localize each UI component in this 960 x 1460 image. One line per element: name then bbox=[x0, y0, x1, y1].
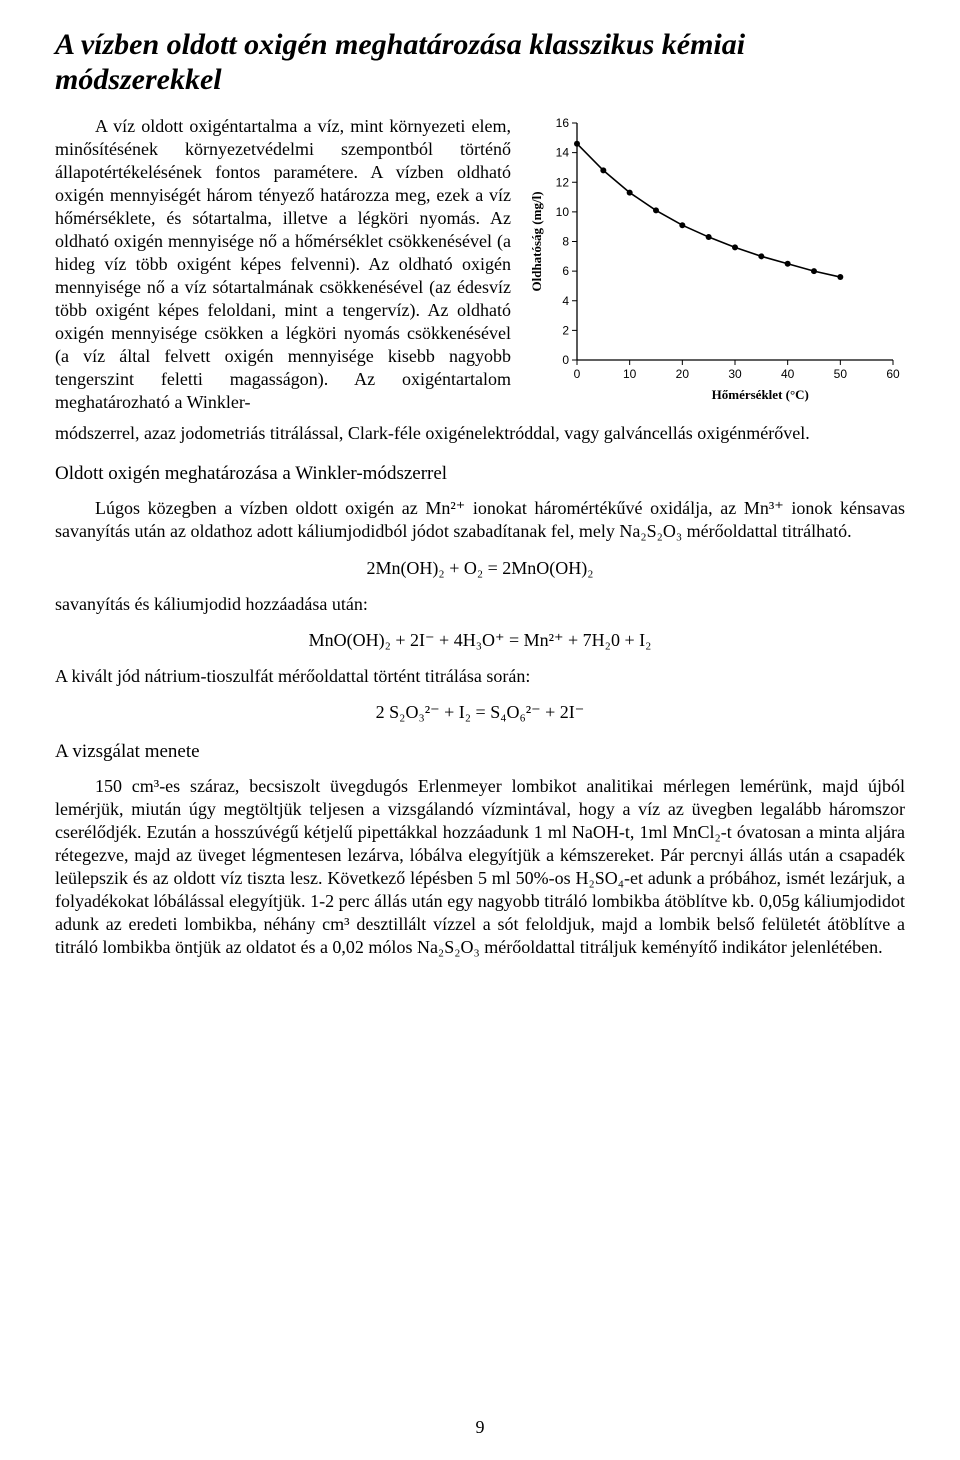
before-eq2: savanyítás és káliumjodid hozzáadása utá… bbox=[55, 593, 905, 616]
svg-text:2: 2 bbox=[562, 323, 569, 337]
page-number: 9 bbox=[0, 1417, 960, 1438]
page: A vízben oldott oxigén meghatározása kla… bbox=[0, 0, 960, 1460]
procedure-heading: A vizsgálat menete bbox=[55, 741, 905, 763]
svg-text:50: 50 bbox=[834, 367, 848, 381]
equation-2: MnO(OH)₂ + 2I⁻ + 4H₃O⁺ = Mn²⁺ + 7H₂0 + I… bbox=[55, 630, 905, 651]
solubility-chart: 0 10 20 30 40 50 60 0 2 4 6 8 10 12 14 16 Hőmérséklet (°… bbox=[525, 115, 905, 405]
svg-text:14: 14 bbox=[556, 146, 570, 160]
intro-block: 0 10 20 30 40 50 60 0 2 4 6 8 10 12 14 16 Hőmérséklet (°… bbox=[55, 115, 905, 422]
intro-rest: három tényező határozza meg, ezek a víz … bbox=[55, 185, 511, 412]
procedure-paragraph: 150 cm³-es száraz, becsiszolt üvegdugós … bbox=[55, 775, 905, 959]
svg-text:16: 16 bbox=[556, 116, 570, 130]
page-title: A vízben oldott oxigén meghatározása kla… bbox=[55, 28, 905, 97]
svg-text:4: 4 bbox=[562, 294, 569, 308]
svg-text:20: 20 bbox=[676, 367, 690, 381]
svg-text:Hőmérséklet (°C): Hőmérséklet (°C) bbox=[712, 387, 809, 402]
before-eq3: A kivált jód nátrium-tioszulfát mérőolda… bbox=[55, 665, 905, 688]
svg-text:30: 30 bbox=[728, 367, 742, 381]
svg-text:40: 40 bbox=[781, 367, 795, 381]
equation-3: 2 S₂O₃²⁻ + I₂ = S₄O₆²⁻ + 2I⁻ bbox=[55, 702, 905, 723]
svg-text:8: 8 bbox=[562, 235, 569, 249]
svg-text:0: 0 bbox=[562, 353, 569, 367]
svg-text:10: 10 bbox=[623, 367, 637, 381]
equation-1: 2Mn(OH)₂ + O₂ = 2MnO(OH)₂ bbox=[55, 558, 905, 579]
svg-text:60: 60 bbox=[886, 367, 900, 381]
intro-continued: módszerrel, azaz jodometriás titrálással… bbox=[55, 422, 905, 445]
svg-text:6: 6 bbox=[562, 264, 569, 278]
winkler-heading: Oldott oxigén meghatározása a Winkler-mó… bbox=[55, 463, 905, 485]
svg-text:Oldhatóság (mg/l): Oldhatóság (mg/l) bbox=[529, 191, 544, 291]
svg-text:12: 12 bbox=[556, 175, 570, 189]
svg-text:0: 0 bbox=[574, 367, 581, 381]
svg-text:10: 10 bbox=[556, 205, 570, 219]
winkler-paragraph: Lúgos közegben a vízben oldott oxigén az… bbox=[55, 497, 905, 543]
